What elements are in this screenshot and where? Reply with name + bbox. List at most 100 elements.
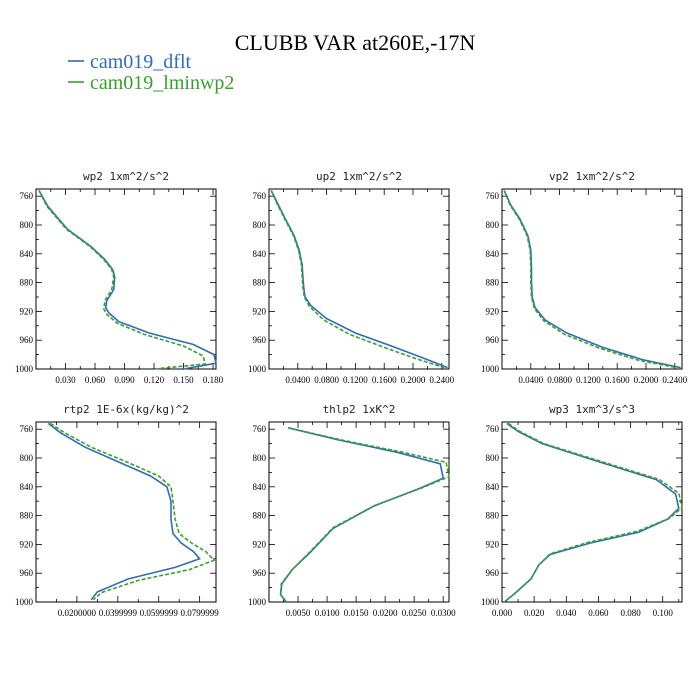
x-tick-label: 0.0300 xyxy=(431,608,456,618)
x-tick-label: 0.0200 xyxy=(373,608,398,618)
plot-frame xyxy=(35,421,217,603)
x-tick-label: 0.1600 xyxy=(372,375,397,385)
series-line-lminwp2 xyxy=(503,190,678,369)
y-tick-label: 1000 xyxy=(481,597,500,607)
series-line-lminwp2 xyxy=(38,190,207,370)
legend: cam019_dflt cam019_lminwp2 xyxy=(68,51,234,94)
x-tick-label: 0.060 xyxy=(85,375,106,385)
y-tick-label: 800 xyxy=(20,453,34,463)
x-tick-label: 0.060 xyxy=(588,608,609,618)
panel-title: up2 1xm^2/s^2 xyxy=(316,170,402,183)
x-tick-label: 0.2400 xyxy=(429,375,454,385)
x-tick-label: 0.0200000 xyxy=(58,608,97,618)
y-tick-label: 800 xyxy=(486,453,500,463)
y-tick-label: 1000 xyxy=(248,364,267,374)
y-tick-label: 1000 xyxy=(248,597,267,607)
x-tick-label: 0.020 xyxy=(524,608,545,618)
x-tick-label: 0.0050 xyxy=(286,608,311,618)
series-line-dflt xyxy=(47,422,201,601)
y-tick-label: 920 xyxy=(253,306,267,316)
x-tick-label: 0.100 xyxy=(653,608,674,618)
x-tick-label: 0.0250 xyxy=(402,608,427,618)
panel-5: thlp2 1xK^2 760 800 840 880 920 960 1000 0.0050 0… xyxy=(248,403,456,618)
plot-frame xyxy=(501,188,683,370)
y-tick-label: 920 xyxy=(20,306,34,316)
series-line-lminwp2 xyxy=(504,422,683,602)
y-tick-label: 920 xyxy=(20,539,34,549)
y-tick-label: 760 xyxy=(253,191,267,201)
y-tick-label: 880 xyxy=(253,511,267,521)
x-tick-label: 0.090 xyxy=(114,375,135,385)
plot-frame xyxy=(268,188,450,370)
panel-1: wp2 1xm^2/s^2 760 800 840 880 920 960 1000 0.030… xyxy=(15,170,224,385)
x-tick-label: 0.1200 xyxy=(576,375,601,385)
y-tick-label: 760 xyxy=(486,191,500,201)
plot-frame xyxy=(268,421,450,603)
panel-title: rtp2 1E-6x(kg/kg)^2 xyxy=(63,403,189,416)
y-tick-label: 1000 xyxy=(481,364,500,374)
x-tick-label: 0.2000 xyxy=(401,375,426,385)
panel-title: wp2 1xm^2/s^2 xyxy=(83,170,169,183)
y-tick-label: 960 xyxy=(253,335,267,345)
y-tick-label: 920 xyxy=(486,306,500,316)
panel-2: up2 1xm^2/s^2 760 800 840 880 920 960 1000 0.040… xyxy=(248,170,455,385)
y-tick-label: 880 xyxy=(486,511,500,521)
y-tick-label: 880 xyxy=(253,278,267,288)
panel-title: thlp2 1xK^2 xyxy=(323,403,396,416)
y-tick-label: 920 xyxy=(253,539,267,549)
panel-6: wp3 1xm^3/s^3 760 800 840 880 920 960 10000.000… xyxy=(481,403,683,618)
series-line-dflt xyxy=(504,422,680,602)
y-tick-label: 760 xyxy=(486,424,500,434)
plot-frame xyxy=(501,421,683,603)
x-tick-label: 0.030 xyxy=(55,375,76,385)
y-tick-label: 800 xyxy=(253,453,267,463)
y-tick-label: 760 xyxy=(20,191,34,201)
y-tick-label: 1000 xyxy=(15,364,34,374)
figure-title: CLUBB VAR at260E,-17N xyxy=(235,30,476,55)
y-tick-label: 840 xyxy=(20,482,34,492)
x-tick-label: 0.120 xyxy=(144,375,165,385)
panel-4: rtp2 1E-6x(kg/kg)^2 760 800 840 880 920 960 100… xyxy=(15,403,219,618)
y-tick-label: 800 xyxy=(253,220,267,230)
x-tick-label: 0.0799999 xyxy=(181,608,220,618)
y-tick-label: 880 xyxy=(20,511,34,521)
panel-title: wp3 1xm^3/s^3 xyxy=(549,403,635,416)
legend-label-dflt: cam019_dflt xyxy=(90,51,192,73)
series-line-lminwp2 xyxy=(279,427,450,603)
plot-frame xyxy=(35,188,217,370)
x-tick-label: 0.1600 xyxy=(605,375,630,385)
y-tick-label: 840 xyxy=(20,249,34,259)
x-tick-label: 0.2000 xyxy=(634,375,659,385)
x-tick-label: 0.000 xyxy=(492,608,513,618)
y-tick-label: 800 xyxy=(20,220,34,230)
series-line-dflt xyxy=(270,190,448,369)
x-tick-label: 0.040 xyxy=(556,608,577,618)
x-tick-label: 0.0800 xyxy=(314,375,339,385)
x-tick-label: 0.180 xyxy=(203,375,224,385)
series-line-lminwp2 xyxy=(49,422,216,601)
x-tick-label: 0.0400 xyxy=(285,375,310,385)
panel-grid: wp2 1xm^2/s^2 760 800 840 880 920 960 1000 0.030… xyxy=(15,170,688,618)
x-tick-label: 0.0150 xyxy=(344,608,369,618)
series-line-dflt xyxy=(38,190,217,370)
x-tick-label: 0.0599999 xyxy=(140,608,179,618)
x-tick-label: 0.2400 xyxy=(662,375,687,385)
y-tick-label: 800 xyxy=(486,220,500,230)
x-tick-label: 0.0100 xyxy=(315,608,340,618)
x-tick-label: 0.0800 xyxy=(547,375,572,385)
x-tick-label: 0.0400 xyxy=(518,375,543,385)
y-tick-label: 760 xyxy=(253,424,267,434)
y-tick-label: 760 xyxy=(20,424,34,434)
y-tick-label: 840 xyxy=(253,249,267,259)
y-tick-label: 880 xyxy=(20,278,34,288)
x-tick-label: 0.1200 xyxy=(343,375,368,385)
series-line-dflt xyxy=(279,427,445,603)
panel-3: vp2 1xm^2/s^2 760 800 840 880 920 960 1000 0.040… xyxy=(481,170,688,385)
legend-label-lminwp2: cam019_lminwp2 xyxy=(90,72,234,94)
y-tick-label: 960 xyxy=(486,335,500,345)
y-tick-label: 960 xyxy=(253,568,267,578)
series-line-lminwp2 xyxy=(270,190,445,369)
y-tick-label: 960 xyxy=(20,335,34,345)
y-tick-label: 960 xyxy=(486,568,500,578)
